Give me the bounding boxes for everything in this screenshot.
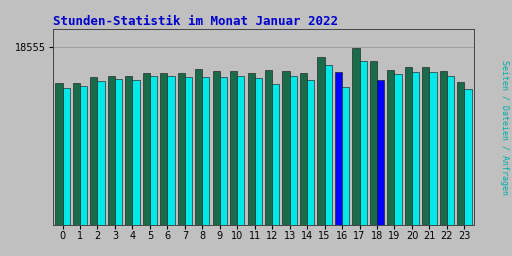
Bar [202,77,209,226]
Text: Stunden-Statistik im Monat Januar 2022: Stunden-Statistik im Monat Januar 2022 [53,15,338,28]
Bar [290,76,297,226]
Bar [430,72,437,226]
Bar [283,71,290,226]
Bar [62,88,70,226]
Bar [167,76,175,226]
Bar [300,72,307,226]
Bar [359,61,367,226]
Bar [80,86,87,226]
Bar [160,73,167,226]
Bar [254,78,262,226]
Bar [212,71,220,226]
Bar [133,80,140,226]
Bar [97,81,104,226]
Bar [307,80,314,226]
Bar [405,67,412,226]
Bar [422,67,430,226]
Bar [447,76,454,226]
Bar [55,83,62,226]
Bar [440,71,447,226]
Bar [220,77,227,226]
Bar [150,76,157,226]
Bar [335,72,342,226]
Bar [317,57,325,226]
Bar [272,84,280,226]
Bar [230,71,237,226]
Bar [394,74,401,226]
Text: Seiten / Dateien / Anfragen: Seiten / Dateien / Anfragen [500,60,509,196]
Bar [237,76,244,226]
Bar [143,72,150,226]
Bar [125,76,133,226]
Bar [185,77,192,226]
Bar [248,72,254,226]
Bar [464,89,472,226]
Bar [412,72,419,226]
Bar [387,70,394,226]
Bar [73,83,80,226]
Bar [195,69,202,226]
Bar [115,79,122,226]
Bar [377,80,384,226]
Bar [178,73,185,226]
Bar [370,61,377,226]
Bar [108,76,115,226]
Bar [90,77,97,226]
Bar [352,48,359,226]
Bar [325,65,332,226]
Bar [342,87,349,226]
Bar [457,81,464,226]
Bar [265,70,272,226]
